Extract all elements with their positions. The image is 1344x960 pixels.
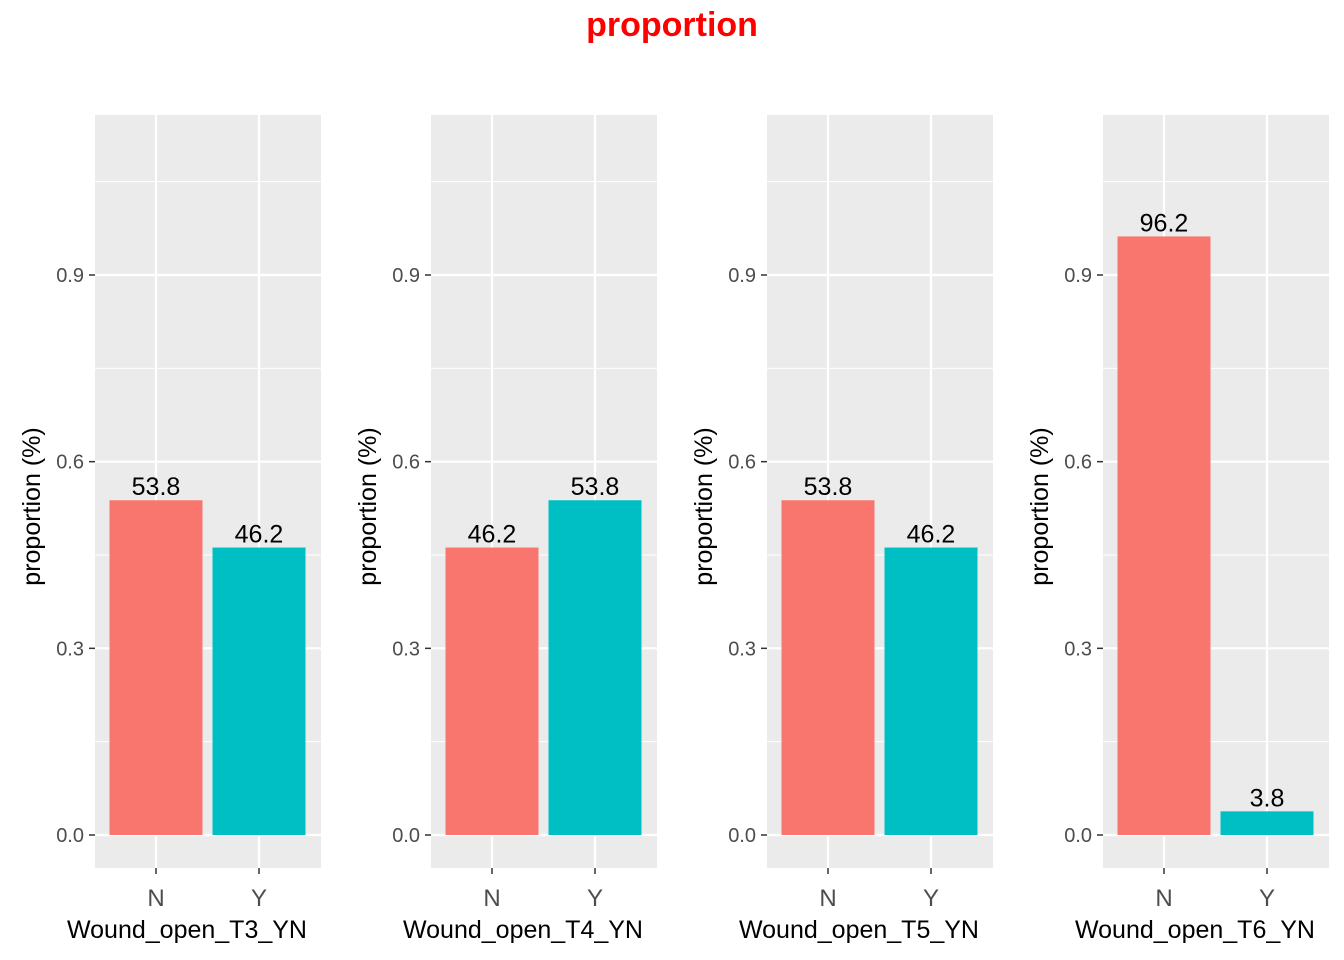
bar-n xyxy=(1117,236,1211,835)
data-label: 46.2 xyxy=(468,521,517,549)
data-label: 3.8 xyxy=(1250,784,1285,812)
x-tick-label: N xyxy=(819,885,836,912)
y-axis-title: proportion (%) xyxy=(18,427,46,585)
y-tick-label: 0.3 xyxy=(392,638,420,660)
y-tick-label: 0.0 xyxy=(1064,825,1092,847)
y-tick-label: 0.3 xyxy=(1064,638,1092,660)
y-axis-title: proportion (%) xyxy=(690,427,718,585)
x-tick-label: N xyxy=(147,885,164,912)
y-tick-label: 0.3 xyxy=(56,638,84,660)
x-axis-title: Wound_open_T6_YN xyxy=(1075,916,1315,944)
y-tick-label: 0.9 xyxy=(1064,265,1092,287)
y-axis-title: proportion (%) xyxy=(1026,427,1054,585)
bar-y xyxy=(212,547,306,835)
data-label: 53.8 xyxy=(132,473,181,501)
chart-title: proportion xyxy=(586,6,758,44)
y-tick-label: 0.9 xyxy=(392,265,420,287)
y-tick-label: 0.6 xyxy=(56,452,84,474)
y-tick-label: 0.6 xyxy=(392,452,420,474)
x-tick-label: Y xyxy=(1259,885,1275,912)
data-label: 53.8 xyxy=(571,473,620,501)
bar-y xyxy=(884,547,978,835)
y-tick-label: 0.3 xyxy=(728,638,756,660)
bar-y xyxy=(548,500,642,835)
bar-n xyxy=(445,547,539,835)
y-tick-label: 0.9 xyxy=(728,265,756,287)
x-tick-label: Y xyxy=(587,885,603,912)
y-axis-title: proportion (%) xyxy=(354,427,382,585)
x-axis-title: Wound_open_T5_YN xyxy=(739,916,979,944)
y-tick-label: 0.6 xyxy=(1064,452,1092,474)
bar-n xyxy=(781,500,875,835)
x-tick-label: Y xyxy=(923,885,939,912)
y-tick-label: 0.9 xyxy=(56,265,84,287)
bar-n xyxy=(109,500,203,835)
x-tick-label: Y xyxy=(251,885,267,912)
data-label: 53.8 xyxy=(804,473,853,501)
y-tick-label: 0.6 xyxy=(728,452,756,474)
y-tick-label: 0.0 xyxy=(56,825,84,847)
bar-y xyxy=(1220,811,1314,835)
data-label: 96.2 xyxy=(1140,209,1189,237)
y-tick-label: 0.0 xyxy=(392,825,420,847)
y-tick-label: 0.0 xyxy=(728,825,756,847)
x-tick-label: N xyxy=(1155,885,1172,912)
x-axis-title: Wound_open_T3_YN xyxy=(67,916,307,944)
x-tick-label: N xyxy=(483,885,500,912)
x-axis-title: Wound_open_T4_YN xyxy=(403,916,643,944)
data-label: 46.2 xyxy=(235,521,284,549)
data-label: 46.2 xyxy=(907,521,956,549)
